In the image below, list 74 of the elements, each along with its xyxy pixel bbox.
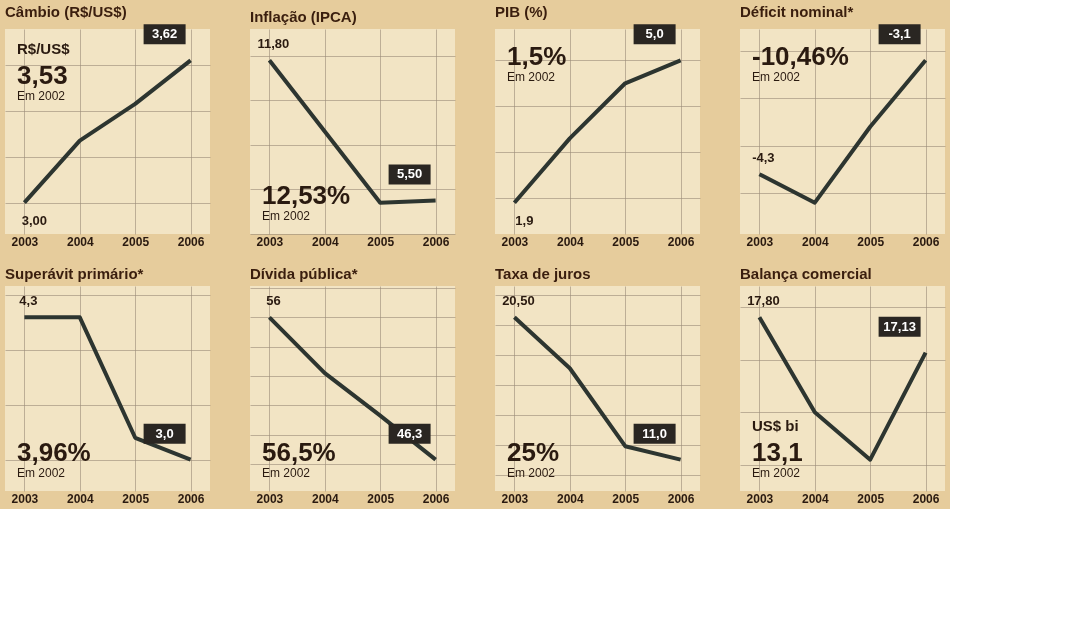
chart-title: Balança comercial	[740, 265, 872, 282]
x-tick-label: 2006	[912, 234, 940, 249]
annotation: -10,46%	[752, 41, 849, 71]
data-label: -3,1	[888, 26, 911, 42]
chart-title: PIB (%)	[495, 3, 548, 21]
chart-title: Taxa de juros	[495, 265, 591, 282]
x-tick-label: 2003	[11, 491, 39, 506]
chart-title: Dívida pública*	[250, 265, 358, 282]
x-tick-label: 2003	[256, 491, 284, 506]
x-tick-label: 2005	[612, 234, 640, 249]
annotation: Em 2002	[507, 70, 556, 84]
annotation: 25%	[507, 437, 560, 467]
text: Em 2002	[752, 466, 801, 480]
data-label: 56	[266, 293, 281, 309]
data-label: 4,3	[19, 293, 38, 309]
x-tick-label: 2005	[367, 491, 395, 506]
x-tick-label: 2005	[122, 234, 150, 249]
data-label: 5,50	[396, 166, 423, 182]
x-tick-label: 2006	[177, 491, 205, 506]
annotation: 3,53	[17, 60, 68, 90]
data-label: 5,0	[645, 26, 664, 42]
x-tick-label: 2006	[667, 491, 695, 506]
x-tick-label: 2004	[66, 491, 94, 506]
chart-title: Superávit primário*	[5, 265, 144, 282]
text: Em 2002	[262, 209, 311, 223]
annotation: 56,5%	[262, 437, 336, 467]
annotation: 3,96%	[17, 437, 91, 467]
data-label: 46,3	[396, 425, 423, 441]
x-tick-label: 2004	[556, 491, 584, 506]
x-tick-label: 2005	[122, 491, 150, 506]
annotation: US$ bi	[752, 417, 799, 434]
x-tick-label: 2004	[556, 234, 584, 249]
x-tick-label: 2005	[857, 491, 885, 506]
data-label: 11,0	[642, 425, 667, 441]
chart-title: Inflação (IPCA)	[250, 8, 357, 25]
data-label: 3,0	[155, 425, 174, 441]
x-tick-label: 2006	[177, 234, 205, 249]
data-label: 3,62	[151, 26, 178, 42]
annotation: Em 2002	[752, 70, 801, 84]
x-tick-label: 2003	[746, 491, 774, 506]
data-label: 1,9	[515, 212, 534, 228]
text: R$/US$	[17, 40, 71, 57]
x-tick-label: 2004	[311, 234, 339, 249]
data-label: 11,80	[257, 36, 290, 52]
x-tick-label: 2004	[801, 234, 829, 249]
x-tick-label: 2004	[801, 491, 829, 506]
annotation: 12,53%	[262, 180, 351, 210]
data-label: 17,13	[883, 318, 916, 334]
x-tick-label: 2003	[11, 234, 39, 249]
data-label: 3,00	[21, 212, 48, 228]
x-tick-label: 2003	[501, 234, 529, 249]
x-tick-label: 2005	[857, 234, 885, 249]
chart-title: Déficit nominal*	[740, 3, 854, 21]
x-tick-label: 2006	[422, 234, 450, 249]
annotation: Em 2002	[17, 89, 66, 103]
x-tick-label: 2003	[256, 234, 284, 249]
data-label: -4,3	[752, 150, 775, 166]
x-tick-label: 2005	[612, 491, 640, 506]
text: Em 2002	[262, 466, 311, 480]
data-label: 17,80	[747, 293, 780, 309]
x-tick-label: 2004	[311, 491, 339, 506]
x-tick-label: 2006	[667, 234, 695, 249]
x-tick-label: 2003	[746, 234, 774, 249]
x-tick-label: 2004	[66, 234, 94, 249]
annotation: 13,1	[752, 437, 803, 467]
x-tick-label: 2003	[501, 491, 529, 506]
x-tick-label: 2006	[422, 491, 450, 506]
annotation: 1,5%	[507, 41, 567, 71]
text: Em 2002	[17, 466, 66, 480]
x-tick-label: 2006	[912, 491, 940, 506]
data-label: 20,50	[502, 293, 535, 309]
text: Em 2002	[507, 466, 556, 480]
chart-title: Câmbio (R$/US$)	[5, 3, 127, 21]
x-tick-label: 2005	[367, 234, 395, 249]
